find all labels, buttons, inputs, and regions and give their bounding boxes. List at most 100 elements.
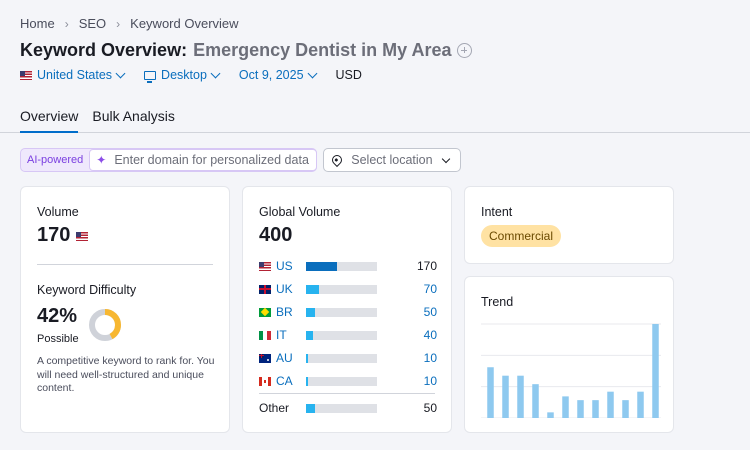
kd-label: Keyword Difficulty [37, 283, 137, 297]
chevron-right-icon: › [116, 16, 121, 31]
us-flag-icon [259, 261, 271, 271]
intent-badge: Commercial [481, 225, 562, 247]
country-row-other: Other 50 [259, 401, 437, 415]
trend-bar[interactable] [517, 375, 524, 418]
country-bar-fill [306, 403, 316, 413]
chevron-down-icon [307, 68, 317, 78]
chevron-right-icon: › [64, 16, 69, 31]
tab-bar: Overview Bulk Analysis [0, 106, 750, 133]
country-bar [306, 403, 377, 413]
trend-bar[interactable] [592, 400, 599, 418]
breadcrumb-seo[interactable]: SEO [78, 16, 107, 31]
us-flag-icon [76, 232, 89, 241]
trend-bar[interactable] [652, 324, 659, 418]
divider [37, 264, 213, 265]
ai-domain-box: AI-powered ✦ Enter domain for personaliz… [20, 148, 318, 172]
breadcrumb: Home › SEO › Keyword Overview [20, 16, 239, 31]
country-code: US [276, 259, 293, 273]
domain-input-placeholder: Enter domain for personalized data [114, 153, 309, 167]
global-volume-value: 400 [259, 224, 293, 246]
country-code: UK [276, 282, 293, 296]
breadcrumb-current: Keyword Overview [130, 16, 239, 31]
currency-label: USD [335, 68, 362, 82]
chevron-down-icon [115, 68, 126, 78]
country-code: AU [276, 351, 293, 365]
chevron-down-icon [210, 68, 221, 78]
intent-label: Intent [481, 205, 513, 219]
au-flag-icon [259, 353, 271, 363]
trend-bar[interactable] [577, 400, 584, 418]
breadcrumb-home[interactable]: Home [20, 16, 55, 31]
us-flag-icon [20, 70, 32, 80]
ai-toolbar: AI-powered ✦ Enter domain for personaliz… [20, 148, 462, 172]
country-row-uk[interactable]: UK 70 [259, 282, 437, 296]
device-select[interactable]: Desktop [144, 68, 221, 83]
trend-bar[interactable] [487, 367, 494, 418]
country-bar [306, 261, 377, 271]
tab-overview[interactable]: Overview [20, 106, 79, 133]
country-bar-fill [306, 307, 316, 317]
chevron-down-icon [442, 154, 451, 164]
kd-level: Possible [37, 333, 79, 345]
kd-gauge-fill [89, 309, 121, 341]
country-bar-fill [306, 330, 314, 340]
page-title-prefix: Keyword Overview: [20, 40, 188, 60]
br-flag-icon [259, 307, 271, 317]
country-row-ca[interactable]: CA 10 [259, 374, 437, 388]
trend-bar[interactable] [502, 375, 509, 418]
trend-label: Trend [481, 295, 514, 309]
location-pin-icon [330, 152, 345, 168]
country-bar-fill [306, 376, 309, 386]
domain-input[interactable]: ✦ Enter domain for personalized data [89, 149, 318, 171]
trend-bar[interactable] [532, 384, 539, 418]
it-flag-icon [259, 330, 271, 340]
country-row-it[interactable]: IT 40 [259, 328, 437, 342]
country-volume[interactable]: 70 [423, 282, 437, 296]
volume-card: Volume 170 Keyword Difficulty 42% Possib… [20, 186, 230, 433]
country-volume: 170 [416, 259, 437, 273]
kd-value: 42% [37, 305, 78, 327]
trend-bar[interactable] [607, 391, 614, 418]
country-row-au[interactable]: AU 10 [259, 351, 437, 365]
trend-bar[interactable] [622, 400, 629, 418]
location-select[interactable]: Select location [323, 148, 462, 172]
country-volume[interactable]: 10 [423, 374, 437, 388]
page-title: Keyword Overview: Emergency Dentist in M… [20, 40, 473, 61]
tab-bulk-analysis[interactable]: Bulk Analysis [92, 108, 175, 124]
country-bar [306, 376, 377, 386]
divider [259, 393, 435, 394]
country-volume[interactable]: 50 [423, 305, 437, 319]
date-label: Oct 9, 2025 [238, 68, 304, 82]
trend-chart [481, 323, 661, 418]
device-label: Desktop [161, 68, 207, 82]
country-row-us[interactable]: US 170 [259, 259, 437, 273]
trend-bar[interactable] [562, 396, 569, 418]
other-volume: 50 [423, 401, 437, 415]
country-volume[interactable]: 10 [423, 351, 437, 365]
uk-flag-icon [259, 284, 271, 294]
global-volume-label: Global Volume [259, 205, 341, 219]
ca-flag-icon [259, 376, 271, 386]
country-bar-fill [306, 353, 309, 363]
trend-bar[interactable] [547, 412, 554, 418]
kd-gauge [89, 309, 121, 341]
kd-description: A competitive keyword to rank for. You w… [37, 355, 215, 394]
desktop-icon [144, 70, 157, 83]
location-placeholder: Select location [351, 153, 433, 167]
country-code: CA [276, 374, 293, 388]
volume-label: Volume [37, 205, 79, 219]
date-select[interactable]: Oct 9, 2025 [238, 68, 317, 82]
country-row-br[interactable]: BR 50 [259, 305, 437, 319]
country-select[interactable]: United States [20, 68, 126, 82]
country-code: BR [276, 305, 293, 319]
country-bar [306, 330, 377, 340]
country-label: United States [37, 68, 113, 82]
country-bar [306, 307, 377, 317]
add-to-list-icon[interactable] [457, 43, 473, 58]
country-volume[interactable]: 40 [423, 328, 437, 342]
country-bar [306, 353, 377, 363]
filters-bar: United States Desktop Oct 9, 2025 USD [20, 68, 382, 83]
country-bar-fill [306, 284, 319, 294]
trend-bar[interactable] [637, 391, 644, 418]
intent-card: Intent Commercial [464, 186, 674, 264]
